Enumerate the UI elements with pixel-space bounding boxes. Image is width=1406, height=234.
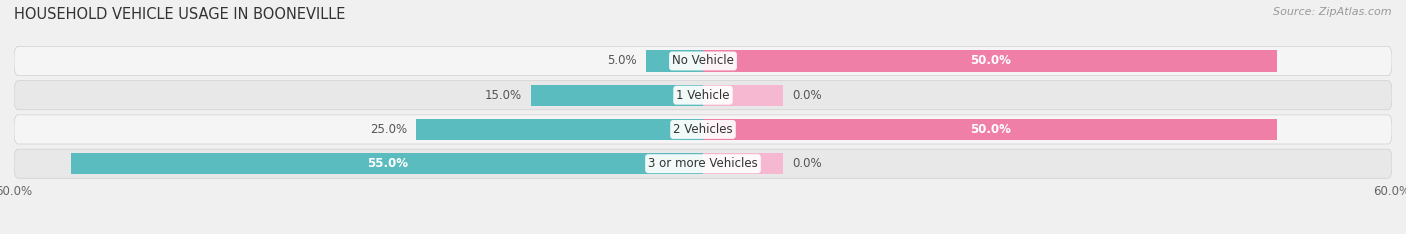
Text: HOUSEHOLD VEHICLE USAGE IN BOONEVILLE: HOUSEHOLD VEHICLE USAGE IN BOONEVILLE [14, 7, 346, 22]
Bar [703, 84, 783, 106]
Text: 55.0%: 55.0% [367, 157, 408, 170]
Text: 25.0%: 25.0% [370, 123, 406, 136]
Bar [645, 50, 703, 72]
Bar [531, 84, 703, 106]
Text: 2 Vehicles: 2 Vehicles [673, 123, 733, 136]
Bar [703, 119, 1277, 140]
Text: 50.0%: 50.0% [970, 123, 1011, 136]
Text: No Vehicle: No Vehicle [672, 55, 734, 67]
Bar [703, 50, 1277, 72]
FancyBboxPatch shape [14, 46, 1392, 76]
Text: 0.0%: 0.0% [793, 89, 823, 102]
Text: 50.0%: 50.0% [970, 55, 1011, 67]
Text: 5.0%: 5.0% [607, 55, 637, 67]
Text: 1 Vehicle: 1 Vehicle [676, 89, 730, 102]
FancyBboxPatch shape [14, 115, 1392, 144]
Text: 0.0%: 0.0% [793, 157, 823, 170]
Bar [72, 153, 703, 174]
FancyBboxPatch shape [14, 81, 1392, 110]
Bar [416, 119, 703, 140]
FancyBboxPatch shape [14, 149, 1392, 178]
Text: Source: ZipAtlas.com: Source: ZipAtlas.com [1274, 7, 1392, 17]
Text: 3 or more Vehicles: 3 or more Vehicles [648, 157, 758, 170]
Bar [703, 153, 783, 174]
Text: 15.0%: 15.0% [485, 89, 522, 102]
